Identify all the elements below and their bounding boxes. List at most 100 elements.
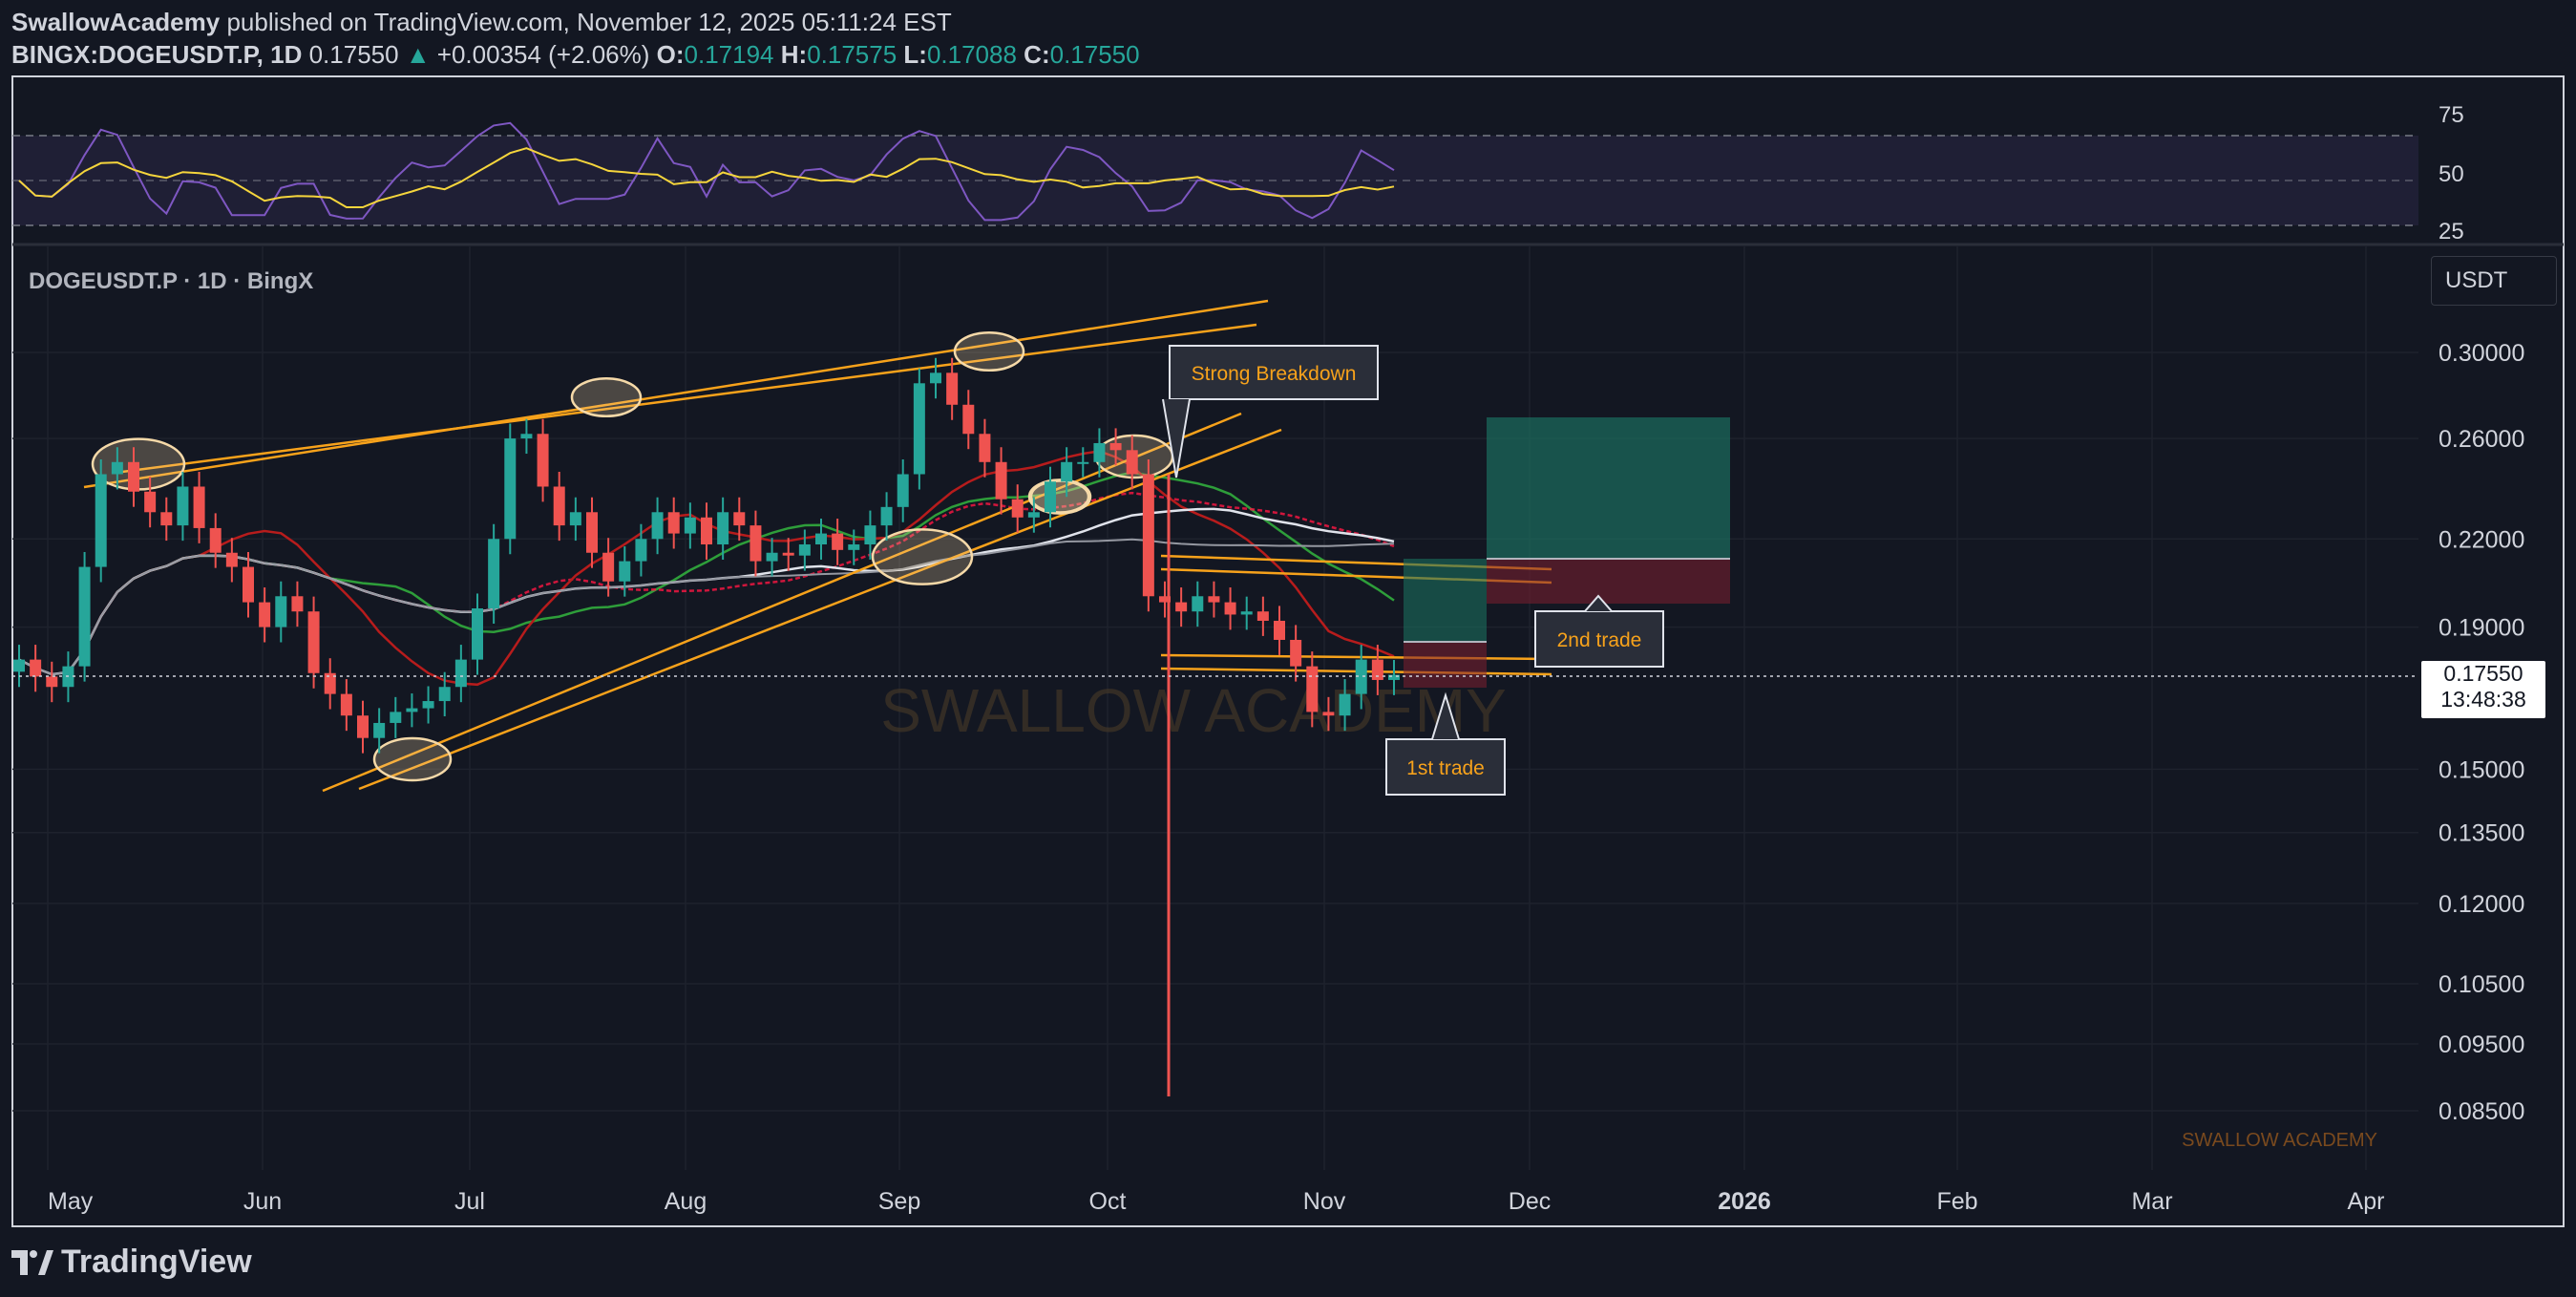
trendline <box>358 428 1282 791</box>
currency-label: USDT <box>2445 267 2508 293</box>
candle-body <box>472 607 483 660</box>
current-price: 0.17550 <box>2443 661 2523 686</box>
candle-body <box>1159 596 1171 603</box>
trendline <box>322 412 1242 793</box>
candle-body <box>553 486 565 526</box>
long-stop-zone-2 <box>1487 559 1730 604</box>
candle-body <box>307 611 320 673</box>
candle-body <box>1290 639 1302 667</box>
x-tick-label: Jul <box>454 1188 485 1215</box>
trendline <box>114 323 1257 475</box>
last-price: 0.17550 <box>308 40 399 69</box>
candle-body <box>373 722 386 738</box>
candle-body <box>1388 674 1400 680</box>
candle-body <box>586 512 598 553</box>
candle-body <box>651 512 664 540</box>
symbol[interactable]: BINGX:DOGEUSDT.P, 1D <box>11 40 303 69</box>
candle-body <box>995 461 1007 500</box>
candle-body <box>291 596 304 612</box>
swing-highlight <box>1029 479 1090 514</box>
open-label: O: <box>656 40 685 69</box>
candle-body <box>979 434 991 462</box>
high-label: H: <box>780 40 808 69</box>
swing-highlight <box>953 330 1025 372</box>
current-price-tag: 0.17550 13:48:38 <box>2421 661 2545 718</box>
ohlc-line: BINGX:DOGEUSDT.P, 1D 0.17550 ▲ +0.00354 … <box>11 40 1140 70</box>
breakdown-callout-box <box>1169 345 1379 400</box>
candle-body <box>1011 499 1024 518</box>
candle-body <box>520 434 533 439</box>
close-value: 0.17550 <box>1049 40 1140 69</box>
breakdown-callout-pointer <box>1162 398 1191 478</box>
candle-body <box>537 434 549 487</box>
candle-body <box>930 372 941 384</box>
candle-body <box>1274 620 1285 640</box>
rsi-ma-line <box>18 147 1395 208</box>
candle-body <box>750 525 762 562</box>
second-trade-callout-pointer <box>1584 594 1613 612</box>
rsi-tick-label: 50 <box>2439 161 2464 187</box>
y-tick-label: 0.10500 <box>2439 971 2524 998</box>
swing-highlight <box>372 736 453 782</box>
chart-frame <box>11 75 2565 1227</box>
candle-body <box>177 486 189 526</box>
candle-body <box>1093 442 1106 462</box>
candle-body <box>897 474 909 507</box>
up-triangle-icon: ▲ <box>405 40 431 69</box>
first-trade-callout-pointer <box>1431 691 1460 740</box>
candle-body <box>962 404 975 435</box>
candle-body <box>635 539 647 562</box>
ma-red-line <box>83 450 1395 687</box>
candle-body <box>815 533 827 545</box>
candle-body <box>782 552 794 556</box>
candle-body <box>733 512 746 526</box>
candle-body <box>946 372 959 405</box>
candle-body <box>422 701 434 709</box>
bar-countdown: 13:48:38 <box>2440 687 2526 712</box>
rsi-axis: 75 50 25 <box>2439 102 2464 245</box>
time-axis[interactable]: May Jun Jul Aug Sep Oct Nov Dec 2026 Feb Mar Apr <box>48 1188 2384 1215</box>
second-trade-callout-label: 2nd trade <box>1557 629 1642 651</box>
published-text: published on TradingView.com, November 1… <box>226 8 952 36</box>
author[interactable]: SwallowAcademy <box>11 8 221 36</box>
rsi-tick-label: 25 <box>2439 219 2464 245</box>
x-tick-label: Apr <box>2348 1188 2385 1215</box>
candle-body <box>913 383 925 475</box>
candle-body <box>1306 666 1319 712</box>
tradingview-logo[interactable]: TradingView <box>11 1244 252 1281</box>
candle-body <box>1371 659 1383 680</box>
candle-body <box>766 552 778 562</box>
x-tick-label: Dec <box>1509 1188 1551 1215</box>
candle-body <box>1208 596 1220 603</box>
breakdown-callout-label: Strong Breakdown <box>1192 363 1357 385</box>
y-tick-label: 0.19000 <box>2439 615 2524 642</box>
candle-body <box>193 486 205 528</box>
candle-body <box>602 552 615 582</box>
candle-body <box>78 566 91 667</box>
candle-body <box>1175 602 1188 612</box>
close-label: C: <box>1024 40 1050 69</box>
x-tick-label: Sep <box>878 1188 920 1215</box>
x-tick-label: Nov <box>1303 1188 1346 1215</box>
candle-body <box>390 712 402 723</box>
candle-body <box>406 708 418 712</box>
x-tick-label: Mar <box>2131 1188 2172 1215</box>
candle-body <box>30 659 42 677</box>
candle-body <box>111 461 123 475</box>
price-axis[interactable]: 0.30000 0.26000 0.22000 0.19000 0.15000 0.135… <box>2439 340 2524 1125</box>
y-tick-label: 0.22000 <box>2439 526 2524 553</box>
breakdown-callout: Strong Breakdown <box>1162 345 1379 478</box>
candle-body <box>438 687 451 702</box>
grid <box>12 246 2418 1170</box>
y-tick-label: 0.30000 <box>2439 340 2524 367</box>
first-trade-callout: 1st trade <box>1385 691 1506 796</box>
rsi-tick-label: 75 <box>2439 102 2464 128</box>
currency-selector[interactable]: USDT <box>2431 256 2557 306</box>
candle-body <box>864 525 876 545</box>
x-tick-label: Feb <box>1936 1188 1977 1215</box>
rsi-line <box>18 121 1395 222</box>
candle-body <box>504 438 517 540</box>
candle-body <box>1339 693 1351 716</box>
brand-name: TradingView <box>61 1244 252 1280</box>
